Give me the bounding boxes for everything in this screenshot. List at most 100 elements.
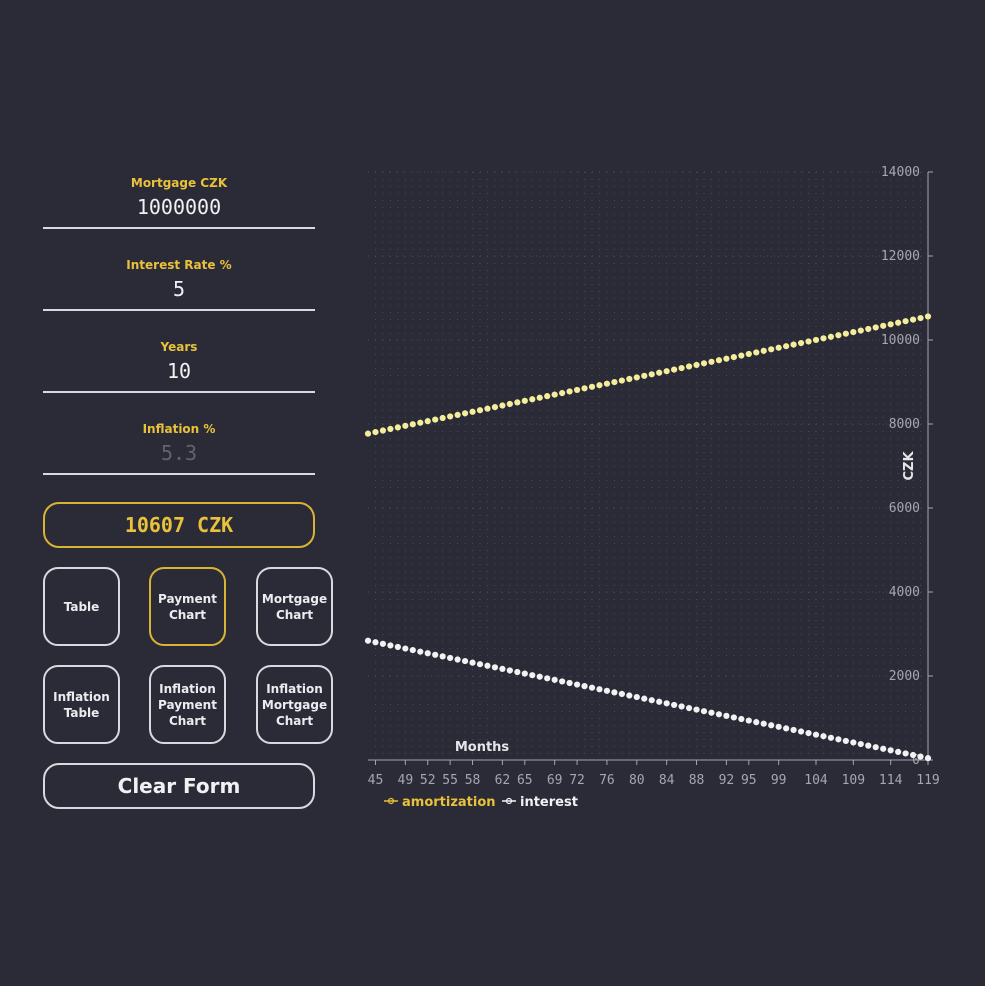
x-tick-label: 99 [771, 773, 787, 788]
interest-point [566, 679, 573, 687]
amortization-point [857, 327, 864, 334]
table-button[interactable]: Table [43, 567, 120, 646]
amortization-point [596, 382, 603, 389]
amortization-point [454, 411, 461, 419]
amortization-point [872, 324, 879, 331]
amortization-point [514, 399, 521, 406]
x-tick-label: 62 [495, 773, 511, 788]
inflation-payment-chart-button[interactable]: Inflation Payment Chart [149, 665, 226, 744]
x-tick-label: 76 [599, 773, 615, 788]
amortization-point [559, 389, 566, 397]
interest-point [551, 676, 558, 683]
interest-rate-field: Interest Rate % [43, 257, 315, 311]
amortization-point [364, 430, 372, 437]
interest-rate-input[interactable] [43, 273, 315, 311]
interest-point [895, 748, 902, 755]
amortization-point [521, 397, 528, 404]
inflation-table-button[interactable]: Inflation Table [43, 665, 120, 744]
amortization-point [715, 357, 723, 364]
amortization-point [641, 372, 648, 379]
interest-point [559, 678, 566, 685]
interest-point [880, 745, 887, 752]
interest-point [536, 673, 543, 680]
amortization-point [753, 349, 760, 356]
interest-point [685, 704, 693, 712]
amortization-point [402, 422, 409, 429]
x-axis-title: Months [455, 740, 510, 755]
x-tick-label: 65 [517, 773, 533, 788]
mortgage-chart-button[interactable]: Mortgage Chart [256, 567, 333, 646]
inflation-input[interactable] [43, 437, 315, 475]
monthly-payment-result: 10607 CZK [43, 502, 315, 548]
interest-point [506, 667, 513, 674]
amortization-point [835, 332, 842, 339]
y-tick-label: 4000 [889, 585, 920, 600]
x-tick-label: 95 [741, 773, 757, 788]
amortization-point [424, 418, 431, 425]
amortization-point [850, 329, 857, 336]
interest-point [394, 643, 401, 651]
legend-item-amortization: amortization [384, 795, 496, 810]
inflation-mortgage-chart-button[interactable]: Inflation Mortgage Chart [256, 665, 333, 744]
amortization-point [909, 316, 917, 323]
amortization-point [865, 325, 872, 333]
amortization-point [895, 319, 902, 326]
interest-point [783, 725, 790, 732]
amortization-point [544, 393, 551, 400]
interest-point [753, 719, 760, 726]
amortization-point [760, 347, 767, 354]
interest-point [544, 675, 551, 682]
amortization-point [648, 371, 655, 378]
inflation-field: Inflation % [43, 421, 315, 475]
interest-point [730, 714, 737, 721]
amortization-point [842, 330, 849, 337]
amortization-point [805, 338, 812, 345]
y-tick-label: 12000 [881, 249, 920, 264]
clear-form-button[interactable]: Clear Form [43, 763, 315, 809]
interest-point [514, 668, 521, 676]
interest-point [865, 742, 872, 749]
x-tick-label: 52 [420, 773, 436, 788]
interest-point [768, 722, 775, 729]
interest-point [805, 729, 812, 737]
legend-marker-dot [387, 797, 395, 805]
interest-point [820, 733, 827, 740]
years-field: Years [43, 339, 315, 393]
interest-point [596, 686, 603, 693]
amortization-point [797, 339, 805, 347]
interest-point [775, 723, 782, 730]
amortization-point [812, 336, 820, 344]
x-tick-label: 104 [804, 773, 828, 788]
x-tick-label: 72 [569, 773, 585, 788]
x-tick-label: 45 [368, 773, 384, 788]
interest-point [417, 648, 424, 655]
amortization-point [790, 341, 797, 348]
y-tick-label: 2000 [889, 669, 920, 684]
interest-point [738, 715, 745, 723]
amortization-point [417, 419, 424, 426]
interest-point [379, 640, 387, 647]
mortgage-input[interactable] [43, 191, 315, 229]
amortization-series [364, 313, 932, 437]
interest-point [432, 651, 439, 658]
interest-point [364, 637, 372, 644]
amortization-point [783, 343, 790, 350]
x-tick-label: 114 [879, 773, 903, 788]
interest-point [909, 751, 917, 759]
years-input[interactable] [43, 355, 315, 393]
amortization-point [372, 428, 379, 436]
interest-point [626, 692, 633, 699]
amortization-point [588, 383, 596, 390]
amortization-point [469, 408, 476, 415]
mortgage-label: Mortgage CZK [130, 176, 228, 190]
interest-point [611, 689, 618, 696]
inflation-label: Inflation % [142, 422, 216, 436]
amortization-point [573, 386, 581, 394]
payment-chart-button[interactable]: Payment Chart [149, 567, 226, 646]
interest-point [402, 645, 409, 652]
interest-point [700, 708, 708, 715]
interest-point [484, 662, 491, 669]
amortization-point [745, 350, 752, 358]
x-tick-label: 92 [719, 773, 735, 788]
